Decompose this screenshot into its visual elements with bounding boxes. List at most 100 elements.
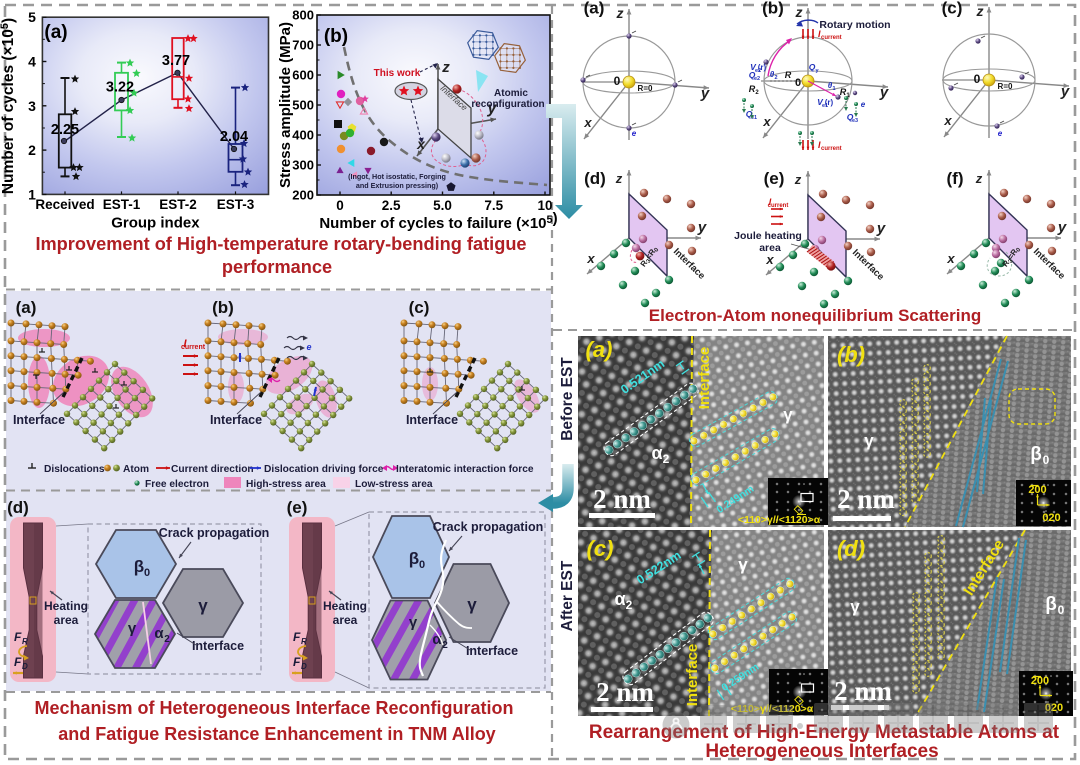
svg-text:θ: θ bbox=[828, 81, 833, 90]
svg-text:e2: e2 bbox=[754, 76, 760, 82]
svg-text:e: e bbox=[998, 129, 1003, 138]
svg-text:(e): (e) bbox=[287, 498, 308, 517]
svg-text:e: e bbox=[306, 342, 311, 352]
svg-text:(c): (c) bbox=[409, 298, 430, 317]
svg-text:EST-2: EST-2 bbox=[159, 197, 197, 212]
svg-text:Free electron: Free electron bbox=[145, 479, 209, 490]
svg-text:(d): (d) bbox=[584, 169, 606, 188]
svg-text:0: 0 bbox=[1058, 603, 1065, 617]
svg-text:This work: This work bbox=[374, 68, 421, 79]
svg-text:R: R bbox=[840, 87, 847, 97]
svg-text:γ: γ bbox=[128, 620, 137, 637]
svg-text:Improvement of High-temperatur: Improvement of High-temperature rotary-b… bbox=[35, 234, 526, 254]
svg-text:Atom: Atom bbox=[123, 464, 149, 475]
svg-text:Received: Received bbox=[35, 197, 94, 212]
svg-text:D: D bbox=[22, 662, 28, 671]
svg-text:y: y bbox=[700, 85, 710, 102]
svg-text:Interface: Interface bbox=[192, 639, 244, 653]
svg-text:z: z bbox=[616, 5, 624, 21]
svg-text:0: 0 bbox=[614, 74, 621, 88]
svg-text:γ: γ bbox=[198, 596, 208, 615]
svg-text:e1: e1 bbox=[822, 103, 828, 109]
svg-text:area: area bbox=[54, 613, 79, 627]
svg-text:Dislocations: Dislocations bbox=[44, 464, 105, 475]
svg-text:γ: γ bbox=[409, 614, 418, 631]
svg-text:300: 300 bbox=[292, 158, 314, 173]
svg-text:y: y bbox=[697, 219, 707, 236]
svg-text:R: R bbox=[749, 84, 756, 94]
svg-text:0: 0 bbox=[419, 559, 425, 571]
svg-text:3.77: 3.77 bbox=[162, 53, 190, 69]
svg-text:Current direction: Current direction bbox=[171, 464, 254, 475]
svg-text:F: F bbox=[14, 630, 22, 644]
svg-text:5: 5 bbox=[28, 9, 36, 25]
svg-text:I: I bbox=[183, 338, 187, 350]
svg-text:3.22: 3.22 bbox=[106, 80, 134, 96]
svg-text:y: y bbox=[1060, 83, 1070, 100]
svg-text:3: 3 bbox=[28, 98, 36, 114]
svg-text:Interface: Interface bbox=[696, 347, 713, 410]
svg-text:0: 0 bbox=[795, 77, 801, 89]
svg-text:Number of cycles (×105): Number of cycles (×105) bbox=[0, 18, 17, 194]
svg-text:α: α bbox=[154, 625, 164, 642]
svg-text:Q: Q bbox=[809, 62, 816, 72]
svg-text:Heterogeneous Interfaces: Heterogeneous Interfaces bbox=[705, 741, 938, 762]
svg-text:z: z bbox=[441, 59, 450, 76]
svg-text:F: F bbox=[293, 630, 301, 644]
svg-text:α: α bbox=[432, 631, 442, 648]
svg-text:performance: performance bbox=[222, 257, 332, 277]
svg-text:(r): (r) bbox=[825, 98, 834, 107]
svg-text:High-stress area: High-stress area bbox=[246, 479, 326, 490]
svg-text:R=0: R=0 bbox=[998, 82, 1013, 91]
svg-text:Q: Q bbox=[746, 109, 753, 119]
svg-text:4: 4 bbox=[28, 54, 36, 70]
svg-text:y: y bbox=[487, 100, 498, 117]
svg-text:(a): (a) bbox=[44, 22, 67, 43]
svg-text:F: F bbox=[14, 655, 22, 669]
svg-text:EST-3: EST-3 bbox=[217, 197, 255, 212]
svg-text:Atomic: Atomic bbox=[494, 88, 528, 99]
svg-text:e1: e1 bbox=[751, 115, 757, 121]
svg-text:5.0: 5.0 bbox=[433, 198, 452, 213]
svg-text:(r): (r) bbox=[758, 63, 767, 72]
svg-text:800: 800 bbox=[292, 8, 314, 23]
svg-text:After EST: After EST bbox=[559, 560, 576, 631]
svg-text:D: D bbox=[301, 662, 307, 671]
svg-text:Heating: Heating bbox=[323, 599, 367, 613]
svg-text:(e): (e) bbox=[764, 169, 785, 188]
svg-text:EST-1: EST-1 bbox=[103, 197, 141, 212]
svg-text:(f): (f) bbox=[947, 169, 964, 188]
svg-text:Dislocation driving force: Dislocation driving force bbox=[264, 464, 384, 475]
svg-text:7.5: 7.5 bbox=[484, 198, 503, 213]
svg-text:α: α bbox=[651, 443, 662, 463]
svg-text:2.5: 2.5 bbox=[382, 198, 401, 213]
svg-text:e2: e2 bbox=[755, 68, 761, 74]
svg-text:γ: γ bbox=[864, 431, 874, 450]
svg-text:(Ingot, Hot isostatic, Forging: (Ingot, Hot isostatic, Forging bbox=[348, 172, 446, 181]
svg-text:Low-stress area: Low-stress area bbox=[355, 479, 433, 490]
svg-text:β: β bbox=[134, 557, 144, 576]
svg-text:α: α bbox=[614, 589, 625, 609]
svg-text:(b): (b) bbox=[837, 342, 865, 367]
svg-text:z: z bbox=[794, 172, 802, 187]
svg-text:reconfiguration: reconfiguration bbox=[471, 99, 544, 110]
svg-text:Number of cycles to failure (×: Number of cycles to failure (×105) bbox=[319, 210, 557, 232]
svg-text:I: I bbox=[769, 197, 772, 207]
svg-text:020: 020 bbox=[1045, 702, 1063, 714]
svg-text:Interface: Interface bbox=[406, 413, 458, 427]
svg-text:020: 020 bbox=[1042, 512, 1060, 524]
svg-text:F: F bbox=[293, 655, 301, 669]
svg-text:x: x bbox=[765, 252, 774, 267]
svg-text:(a): (a) bbox=[584, 0, 605, 18]
svg-text:2: 2 bbox=[755, 90, 759, 96]
svg-text:2.04: 2.04 bbox=[220, 129, 248, 145]
svg-text:(b): (b) bbox=[212, 298, 234, 317]
svg-text:2: 2 bbox=[442, 640, 448, 651]
svg-text:2: 2 bbox=[774, 75, 777, 81]
svg-text:10: 10 bbox=[537, 198, 552, 213]
svg-text:x: x bbox=[586, 251, 595, 266]
svg-text:current: current bbox=[768, 203, 789, 209]
svg-text:200: 200 bbox=[292, 188, 314, 203]
svg-text:(b): (b) bbox=[762, 0, 784, 18]
svg-text:(a): (a) bbox=[586, 337, 613, 362]
